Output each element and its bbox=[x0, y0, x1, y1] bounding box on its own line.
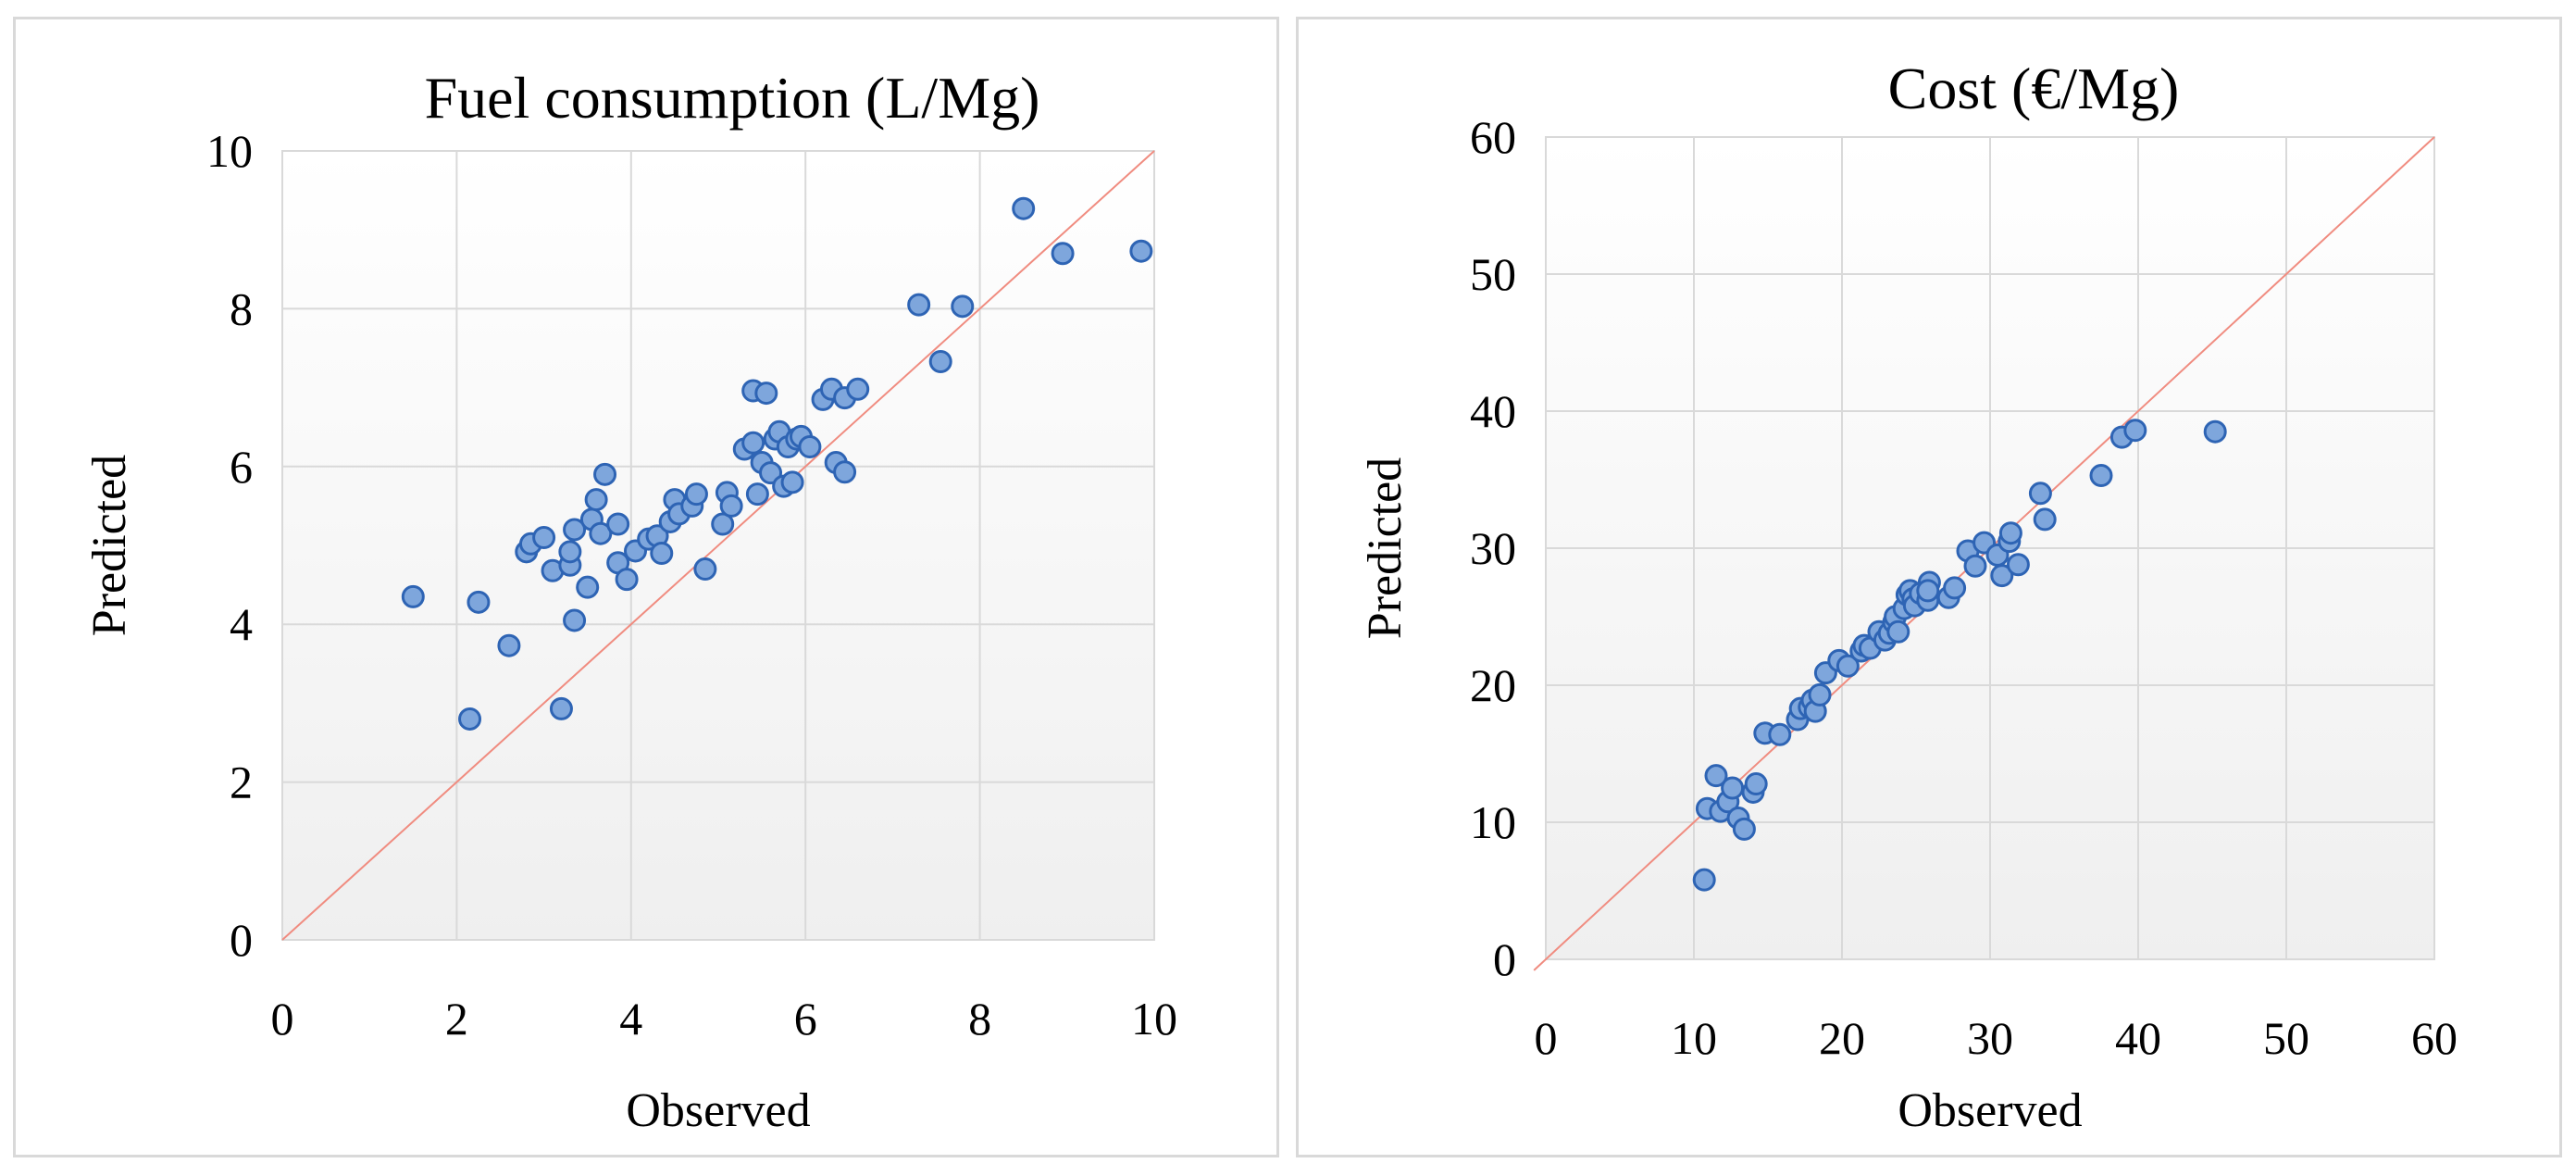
x-tick-label: 60 bbox=[2411, 1012, 2458, 1064]
data-point bbox=[2033, 507, 2057, 532]
x-tick-label: 0 bbox=[271, 993, 294, 1045]
data-point bbox=[711, 512, 735, 536]
data-point bbox=[1768, 722, 1792, 746]
data-point bbox=[458, 707, 482, 731]
data-point bbox=[563, 608, 587, 632]
data-point bbox=[745, 482, 769, 507]
cost-chart-panel: 0 10 20 30 40 50 60 0 10 20 30 40 50 60 Cost (€/Mg) … bbox=[1296, 17, 2562, 1157]
data-point bbox=[549, 696, 573, 720]
data-point bbox=[1704, 764, 1728, 788]
y-axis-label: Predicted bbox=[1359, 457, 1412, 639]
data-point bbox=[1836, 654, 1860, 678]
chart-title: Cost (€/Mg) bbox=[1888, 56, 2180, 121]
fuel-consumption-chart-panel: 0 2 4 6 8 10 0 2 4 6 8 10 Fuel consumption (L/Mg) … bbox=[13, 17, 1279, 1157]
data-point bbox=[497, 633, 521, 657]
x-tick-label: 50 bbox=[2263, 1012, 2309, 1064]
x-tick-label: 6 bbox=[794, 993, 817, 1045]
data-point bbox=[2123, 419, 2147, 443]
data-point bbox=[1051, 242, 1075, 266]
y-tick-label: 0 bbox=[1493, 933, 1516, 985]
y-tick-label: 30 bbox=[1470, 522, 1516, 574]
y-axis-label: Predicted bbox=[83, 455, 136, 636]
x-tick-label: 10 bbox=[1131, 993, 1177, 1045]
x-tick-label: 20 bbox=[1819, 1012, 1865, 1064]
data-point bbox=[558, 540, 582, 564]
data-point bbox=[1916, 579, 1940, 603]
x-tick-labels: 0 10 20 30 40 50 60 bbox=[1535, 1012, 2458, 1064]
data-point bbox=[1998, 521, 2022, 545]
x-tick-label: 40 bbox=[2115, 1012, 2161, 1064]
data-point bbox=[650, 542, 674, 566]
data-point bbox=[532, 525, 556, 549]
y-tick-label: 50 bbox=[1470, 248, 1516, 300]
y-tick-label: 20 bbox=[1470, 659, 1516, 711]
y-tick-label: 40 bbox=[1470, 385, 1516, 437]
data-point bbox=[615, 568, 639, 592]
chart-title: Fuel consumption (L/Mg) bbox=[425, 65, 1040, 131]
data-point bbox=[576, 575, 600, 599]
y-tick-label: 10 bbox=[206, 125, 253, 177]
x-tick-label: 2 bbox=[445, 993, 468, 1045]
data-point bbox=[2028, 482, 2052, 506]
data-point bbox=[684, 482, 708, 507]
data-point bbox=[1963, 554, 1987, 578]
y-tick-label: 4 bbox=[230, 598, 253, 650]
data-point bbox=[741, 431, 765, 455]
data-point bbox=[719, 494, 743, 518]
data-point bbox=[584, 488, 608, 512]
data-point bbox=[593, 462, 617, 486]
x-tick-label: 8 bbox=[968, 993, 991, 1045]
data-point bbox=[928, 349, 952, 373]
y-tick-label: 2 bbox=[230, 757, 253, 808]
y-tick-label: 6 bbox=[230, 441, 253, 493]
x-axis-label: Observed bbox=[626, 1084, 810, 1137]
data-point bbox=[907, 293, 931, 317]
data-point bbox=[951, 294, 975, 319]
data-points bbox=[401, 196, 1153, 731]
data-point bbox=[754, 382, 778, 406]
data-point bbox=[467, 590, 491, 614]
data-point bbox=[2089, 464, 2113, 488]
data-point bbox=[1886, 619, 1910, 644]
x-tick-label: 0 bbox=[1535, 1012, 1558, 1064]
data-point bbox=[1744, 772, 1768, 796]
y-tick-label: 8 bbox=[230, 282, 253, 334]
x-tick-label: 10 bbox=[1671, 1012, 1717, 1064]
x-tick-label: 30 bbox=[1967, 1012, 2013, 1064]
data-point bbox=[1808, 682, 1832, 707]
data-point bbox=[2006, 553, 2030, 577]
data-point bbox=[1721, 776, 1745, 800]
data-point bbox=[589, 521, 613, 545]
data-point bbox=[1012, 196, 1036, 220]
data-point bbox=[606, 512, 630, 536]
y-tick-label: 60 bbox=[1470, 111, 1516, 163]
data-point bbox=[798, 435, 822, 458]
data-point bbox=[1692, 868, 1716, 892]
data-point bbox=[780, 470, 804, 494]
data-point bbox=[1732, 817, 1756, 841]
x-tick-label: 4 bbox=[619, 993, 642, 1045]
data-point bbox=[563, 518, 587, 542]
x-axis-label: Observed bbox=[1898, 1084, 2082, 1137]
x-tick-labels: 0 2 4 6 8 10 bbox=[271, 993, 1178, 1045]
y-tick-label: 10 bbox=[1470, 796, 1516, 848]
data-point bbox=[846, 377, 870, 401]
data-points bbox=[1692, 419, 2227, 892]
data-point bbox=[833, 460, 857, 484]
y-tick-labels: 0 10 20 30 40 50 60 bbox=[1470, 111, 1516, 985]
grid-lines bbox=[1545, 136, 2435, 960]
data-point bbox=[1129, 239, 1153, 263]
grid-lines bbox=[281, 150, 1155, 941]
data-point bbox=[2203, 419, 2227, 444]
data-point bbox=[401, 584, 425, 608]
identity-line bbox=[281, 150, 1155, 941]
data-point bbox=[1943, 576, 1967, 600]
y-tick-labels: 0 2 4 6 8 10 bbox=[206, 125, 253, 966]
y-tick-label: 0 bbox=[230, 914, 253, 966]
data-point bbox=[1990, 564, 2014, 588]
data-point bbox=[693, 557, 717, 582]
